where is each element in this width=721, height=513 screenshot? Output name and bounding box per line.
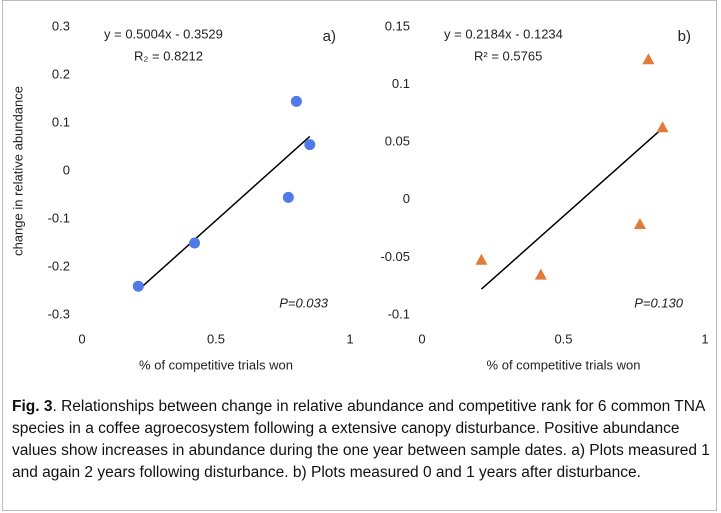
- panel-label: b): [678, 28, 691, 45]
- point: [642, 53, 655, 65]
- point: [475, 253, 488, 265]
- point: [633, 217, 646, 229]
- x-tick-label: 1: [346, 331, 353, 346]
- caption-label: Fig. 3: [12, 398, 53, 415]
- caption: Fig. 3. Relationships between change in …: [12, 396, 712, 484]
- x-tick-label: 1: [701, 331, 708, 346]
- y-tick-label: 0: [403, 191, 410, 206]
- x-tick-label: 0: [78, 331, 85, 346]
- equation: y = 0.2184x - 0.1234: [444, 26, 563, 41]
- y-tick-label: -0.2: [48, 258, 70, 273]
- p-value: P=0.130: [634, 295, 684, 310]
- y-tick-label: 0.3: [52, 18, 70, 33]
- y-tick-label: 0.2: [52, 66, 70, 81]
- y-axis-label: change in relative abundance: [10, 86, 25, 256]
- point: [189, 237, 201, 249]
- y-tick-label: 0.1: [52, 114, 70, 129]
- x-tick-label: 0.5: [554, 331, 572, 346]
- point: [290, 95, 302, 107]
- r-squared: R² = 0.5765: [474, 48, 542, 63]
- y-tick-label: -0.1: [48, 210, 70, 225]
- point: [304, 139, 316, 151]
- trendline: [137, 135, 311, 291]
- y-tick-label: -0.1: [388, 306, 410, 321]
- caption-text: . Relationships between change in relati…: [12, 398, 710, 481]
- x-tick-label: 0: [418, 331, 425, 346]
- y-tick-label: -0.05: [380, 249, 410, 264]
- equation: y = 0.5004x - 0.3529: [104, 26, 223, 41]
- panel-label: a): [323, 28, 336, 45]
- trendline: [480, 127, 664, 290]
- x-axis-label: % of competitive trials won: [487, 357, 641, 372]
- point: [656, 121, 669, 133]
- point: [132, 280, 144, 292]
- x-axis-label: % of competitive trials won: [139, 357, 293, 372]
- x-tick-label: 0.5: [207, 331, 225, 346]
- y-tick-label: 0: [63, 162, 70, 177]
- y-tick-label: 0.05: [385, 134, 410, 149]
- charts: -0.3 -0.2 -0.1 0 0.1 0.2 0.3 0 0.5 1 % of competit…: [10, 18, 708, 372]
- y-tick-label: -0.3: [48, 306, 70, 321]
- point: [282, 191, 294, 203]
- p-value: P=0.033: [279, 295, 329, 310]
- y-tick-label: 0.15: [385, 18, 410, 33]
- y-tick-label: 0.1: [392, 76, 410, 91]
- point: [534, 268, 547, 280]
- r-squared: R₂ = 0.8212: [134, 48, 203, 63]
